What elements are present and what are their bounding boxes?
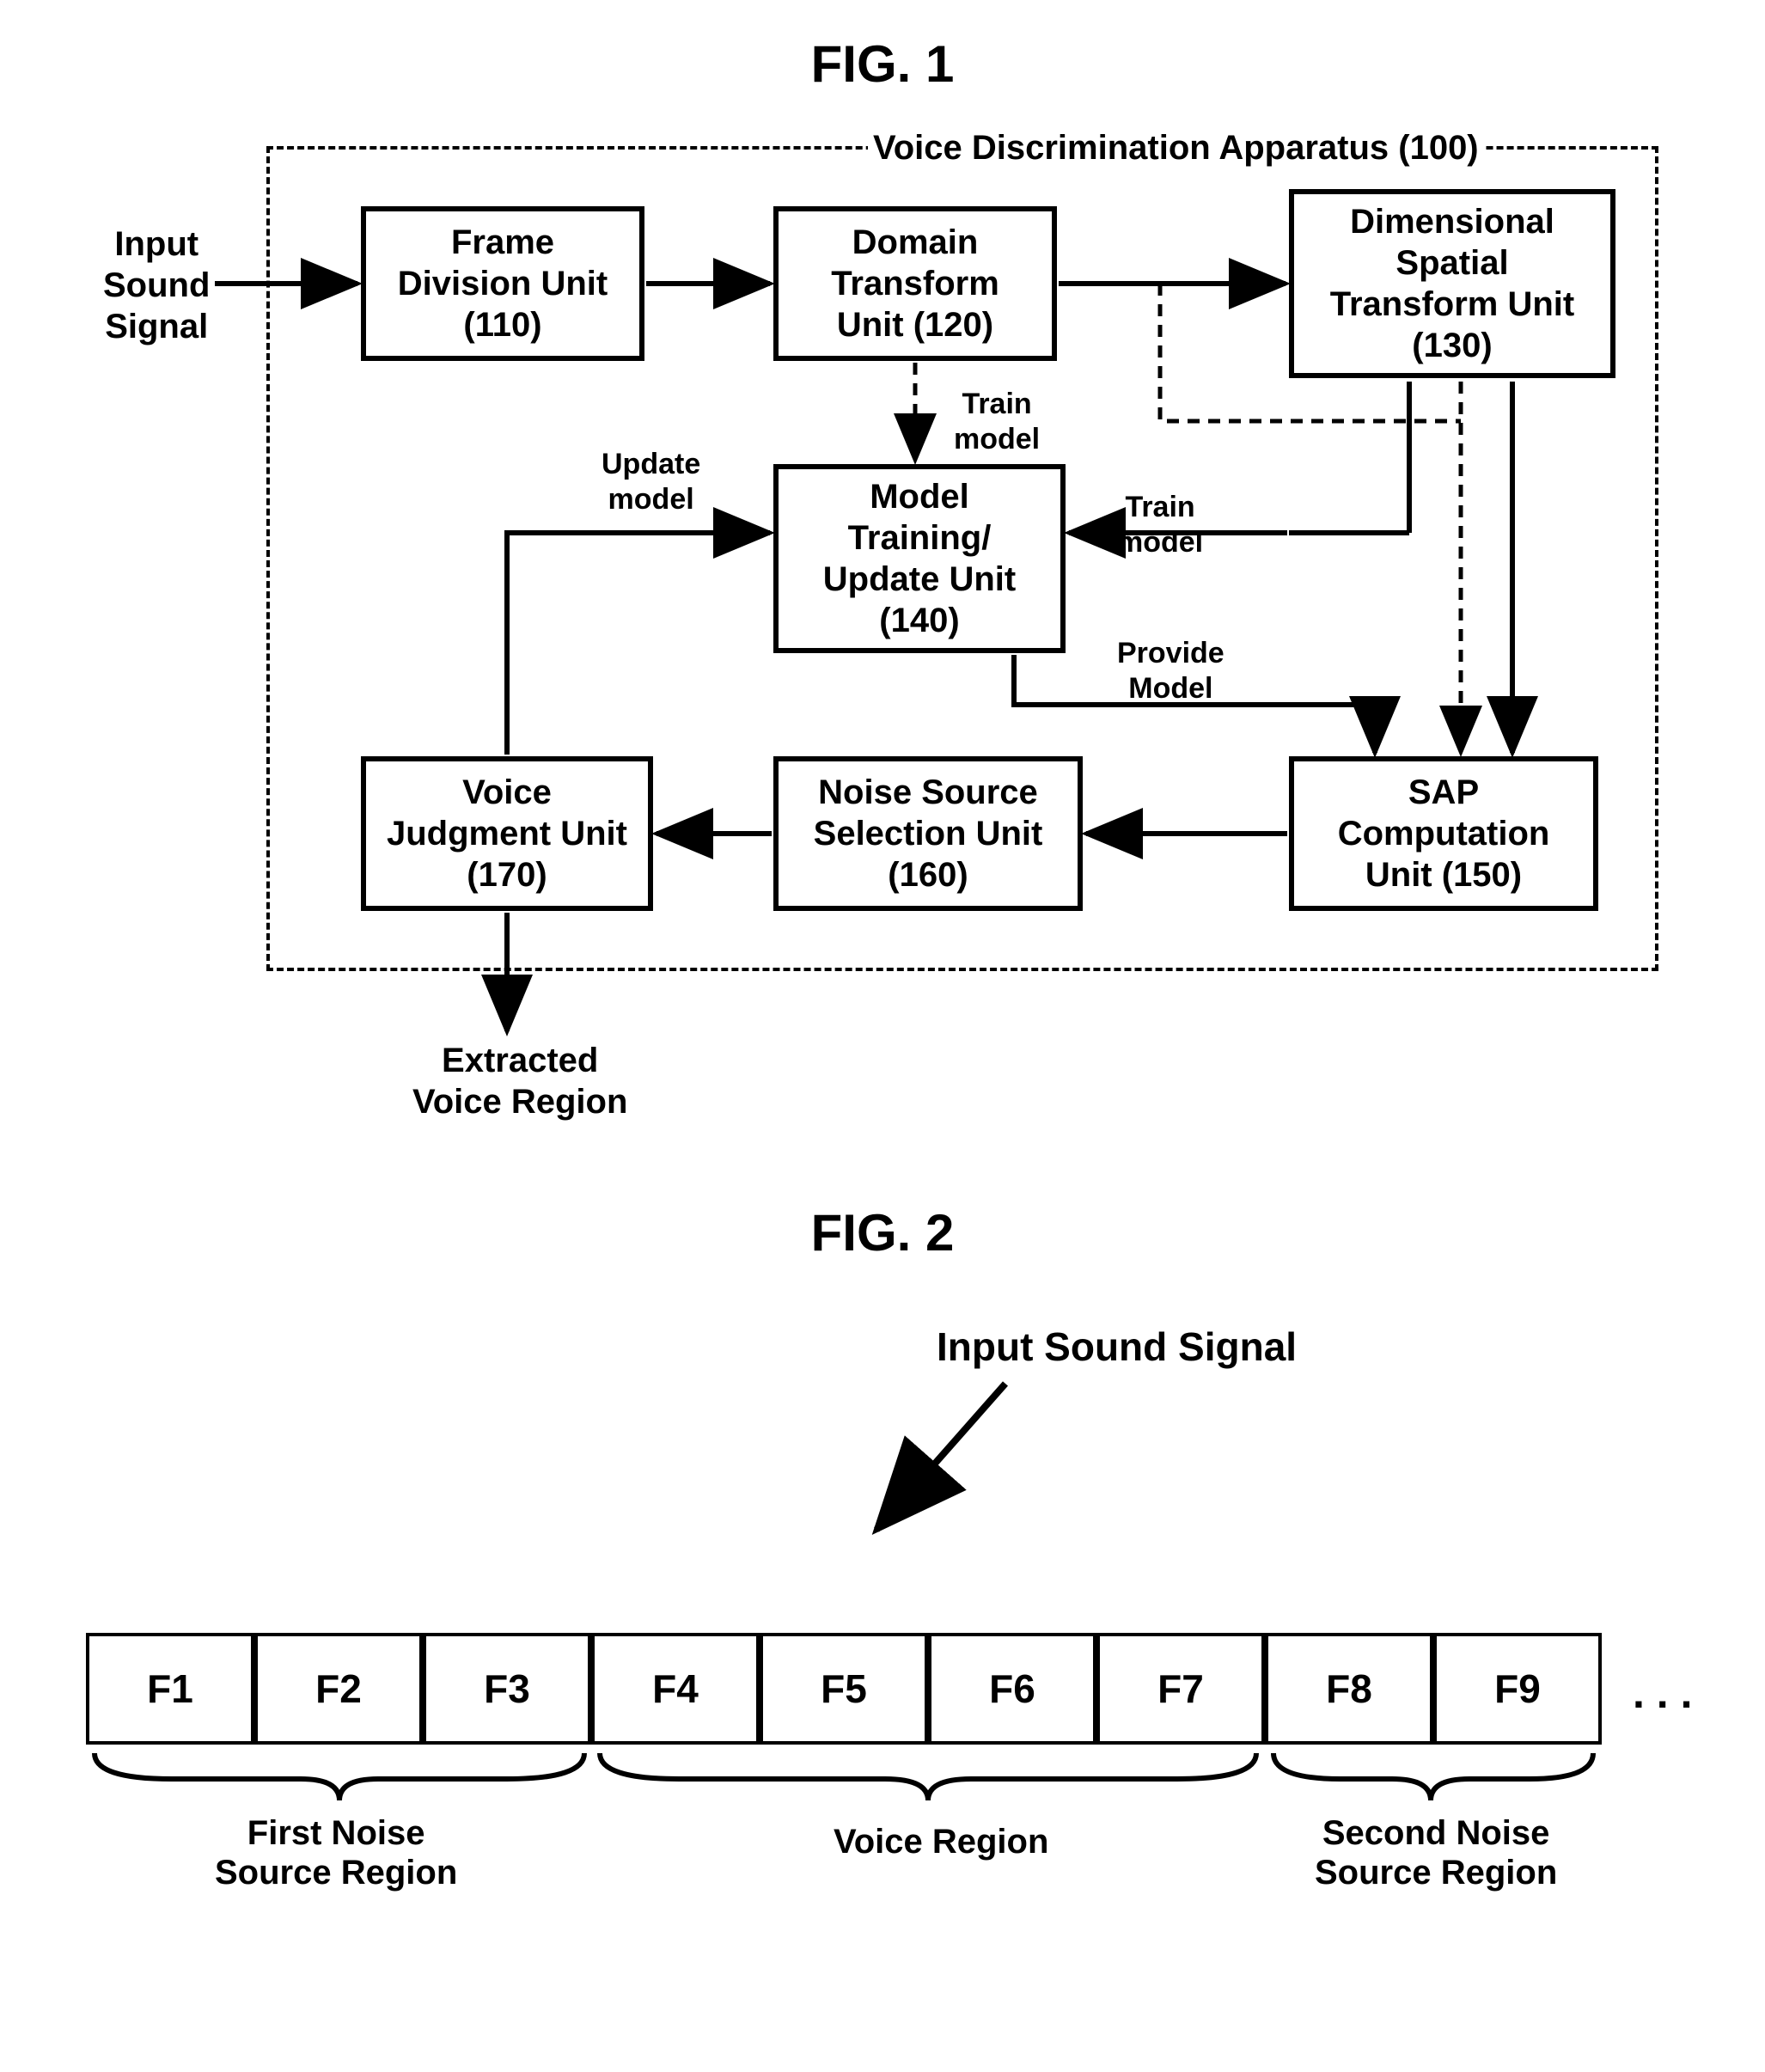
frame-cell: F8 [1265,1633,1433,1745]
fig2-input-label: Input Sound Signal [937,1323,1297,1371]
train-model-label-2: Train model [1117,490,1203,560]
frame-cell: F9 [1433,1633,1602,1745]
extracted-voice-label: Extracted Voice Region [412,1040,627,1122]
input-sound-label: Input Sound Signal [103,223,210,347]
train-model-label-1: Train model [954,387,1040,457]
sap-computation-box: SAP Computation Unit (150) [1289,756,1598,911]
frame-cell: F7 [1096,1633,1265,1745]
first-noise-region-label: First Noise Source Region [215,1813,457,1892]
voice-region-label: Voice Region [834,1822,1048,1861]
domain-transform-box: Domain Transform Unit (120) [773,206,1057,361]
frame-division-box: Frame Division Unit (110) [361,206,644,361]
fig1-title: FIG. 1 [0,34,1765,94]
ellipsis: . . . [1633,1667,1692,1719]
frame-cell: F3 [423,1633,591,1745]
frame-cell: F4 [591,1633,760,1745]
second-noise-region-label: Second Noise Source Region [1315,1813,1557,1892]
noise-source-box: Noise Source Selection Unit (160) [773,756,1083,911]
provide-model-label: Provide Model [1117,636,1225,706]
apparatus-label: Voice Discrimination Apparatus (100) [868,127,1484,168]
frame-cell: F5 [760,1633,928,1745]
update-model-label: Update model [602,447,700,517]
frame-cell: F6 [928,1633,1096,1745]
model-training-box: Model Training/ Update Unit (140) [773,464,1066,653]
frame-cell: F1 [86,1633,254,1745]
fig2-title: FIG. 2 [0,1203,1765,1262]
frame-cell: F2 [254,1633,423,1745]
dimensional-spatial-box: Dimensional Spatial Transform Unit (130) [1289,189,1615,378]
voice-judgment-box: Voice Judgment Unit (170) [361,756,653,911]
